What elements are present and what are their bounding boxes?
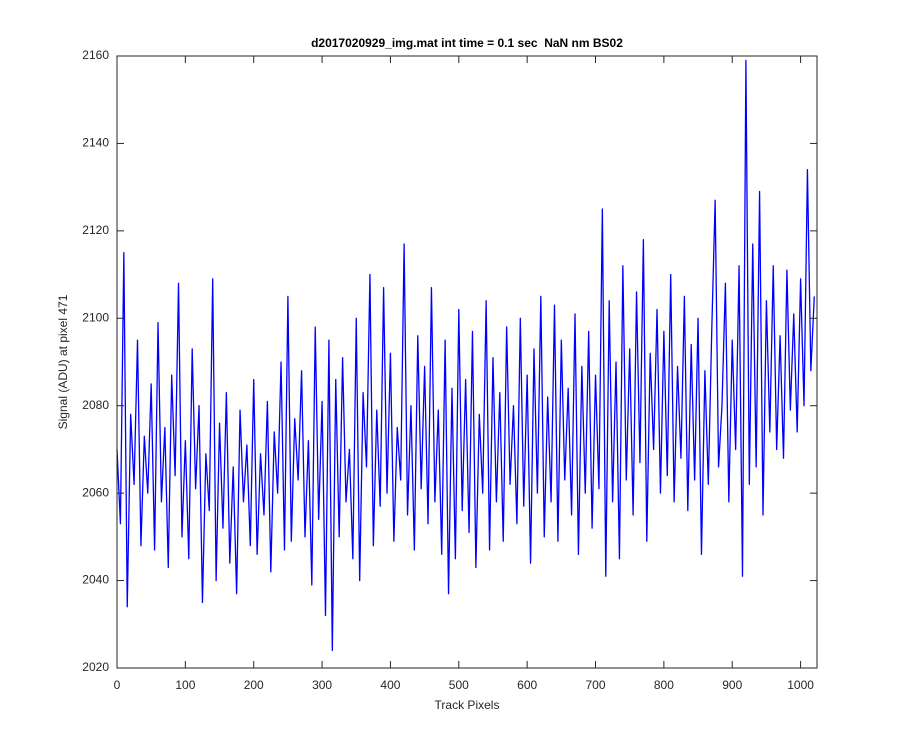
plot-box bbox=[116, 55, 818, 669]
x-tick-label: 1000 bbox=[787, 678, 814, 692]
x-tick-label: 600 bbox=[517, 678, 537, 692]
y-axis-label: Signal (ADU) at pixel 471 bbox=[56, 294, 70, 429]
y-tick-label: 2040 bbox=[82, 573, 109, 587]
x-tick-label: 900 bbox=[722, 678, 742, 692]
y-tick-label: 2100 bbox=[82, 310, 109, 324]
x-tick-label: 400 bbox=[380, 678, 400, 692]
y-tick-label: 2020 bbox=[82, 660, 109, 674]
chart-title: d2017020929_img.mat int time = 0.1 sec N… bbox=[311, 36, 623, 50]
x-tick-label: 800 bbox=[654, 678, 674, 692]
y-tick-label: 2140 bbox=[82, 136, 109, 150]
x-tick-label: 0 bbox=[114, 678, 121, 692]
x-tick-label: 500 bbox=[449, 678, 469, 692]
x-tick-label: 300 bbox=[312, 678, 332, 692]
y-tick-label: 2120 bbox=[82, 223, 109, 237]
y-tick-label: 2160 bbox=[82, 48, 109, 62]
y-tick-label: 2080 bbox=[82, 398, 109, 412]
x-tick-label: 700 bbox=[586, 678, 606, 692]
y-tick-label: 2060 bbox=[82, 485, 109, 499]
data-line bbox=[116, 59, 815, 652]
x-tick-label: 100 bbox=[175, 678, 195, 692]
x-tick-label: 200 bbox=[244, 678, 264, 692]
x-axis-label: Track Pixels bbox=[435, 698, 500, 712]
